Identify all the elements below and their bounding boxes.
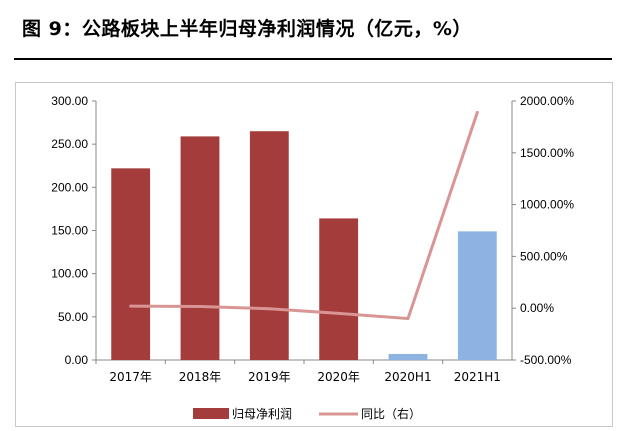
line-point — [129, 304, 133, 308]
x-tick-label: 2018年 — [179, 370, 222, 384]
y-left-tick-label: 300.00 — [51, 94, 88, 108]
bar-series — [111, 131, 497, 360]
y-right-tick-label: 2000.00% — [520, 94, 574, 108]
bar — [249, 131, 289, 360]
line-point — [475, 110, 479, 114]
chart-legend: 归母净利润 同比（右） — [193, 406, 421, 421]
line-series — [129, 110, 479, 321]
line-point — [198, 304, 202, 308]
y-right-tick-label: 0.00% — [520, 301, 554, 315]
y-left-tick-label: 0.00 — [65, 353, 89, 367]
y-right-tick-label: 1500.00% — [520, 146, 574, 160]
y-right-tick-label: -500.00% — [520, 353, 572, 367]
y-left-tick-label: 100.00 — [51, 267, 88, 281]
line-point — [406, 317, 410, 321]
y-left-tick-label: 250.00 — [51, 137, 88, 151]
chart-axes: 0.00 50.00 100.00 150.00 200.00 250.00 300.00 -… — [51, 94, 574, 384]
bar — [319, 218, 359, 360]
line-point — [337, 311, 341, 315]
x-tick-label: 2020年 — [317, 370, 360, 384]
y-left-tick-label: 50.00 — [58, 310, 88, 324]
y-left-tick-label: 150.00 — [51, 224, 88, 238]
x-tick-label: 2021H1 — [454, 370, 501, 384]
bar — [111, 168, 151, 360]
x-tick-label: 2020H1 — [384, 370, 431, 384]
bar — [457, 231, 497, 360]
y-left-tick-label: 200.00 — [51, 180, 88, 194]
x-tick-label: 2019年 — [248, 370, 291, 384]
title-divider — [14, 58, 612, 60]
line-point — [267, 307, 271, 311]
line-path — [130, 111, 479, 321]
bar — [180, 136, 220, 360]
legend-label-bar: 归母净利润 — [232, 407, 292, 421]
bar — [388, 353, 428, 360]
chart-frame — [15, 82, 613, 427]
x-tick-label: 2017年 — [109, 370, 152, 384]
figure-title: 图 9：公路板块上半年归母净利润情况（亿元，%） — [22, 18, 472, 40]
legend-label-line: 同比（右） — [361, 406, 421, 421]
y-right-tick-label: 500.00% — [520, 249, 568, 263]
y-right-tick-label: 1000.00% — [520, 198, 574, 212]
legend-swatch-bar — [193, 408, 229, 419]
